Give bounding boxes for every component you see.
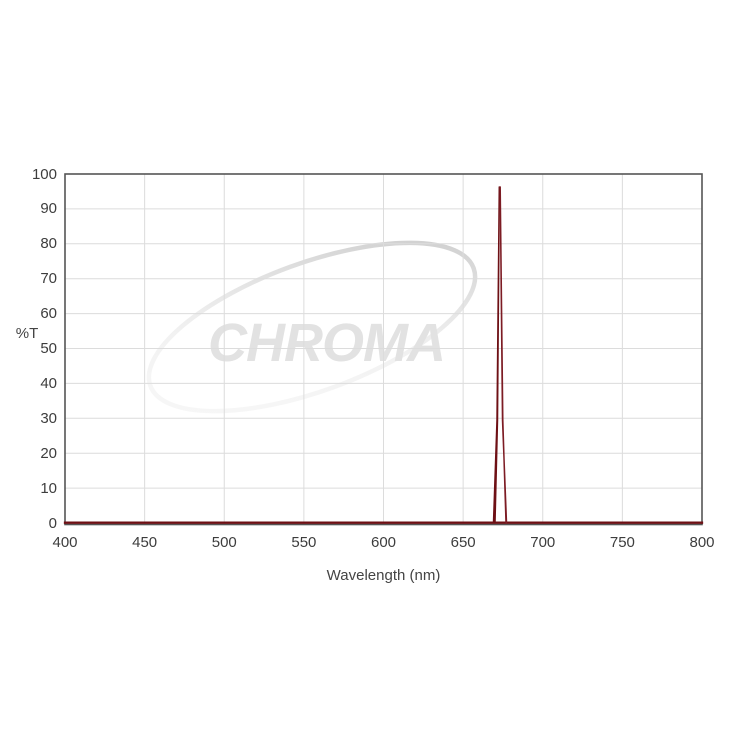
svg-text:10: 10 bbox=[40, 480, 57, 497]
svg-text:60: 60 bbox=[40, 305, 57, 322]
svg-text:30: 30 bbox=[40, 410, 57, 427]
svg-text:500: 500 bbox=[212, 534, 237, 551]
svg-text:90: 90 bbox=[40, 200, 57, 217]
svg-text:650: 650 bbox=[451, 534, 476, 551]
svg-text:80: 80 bbox=[40, 235, 57, 252]
svg-text:600: 600 bbox=[371, 534, 396, 551]
svg-text:40: 40 bbox=[40, 375, 57, 392]
svg-text:70: 70 bbox=[40, 270, 57, 287]
svg-text:400: 400 bbox=[52, 534, 77, 551]
svg-text:CHROMA: CHROMA bbox=[208, 313, 445, 373]
svg-text:750: 750 bbox=[610, 534, 635, 551]
svg-text:700: 700 bbox=[530, 534, 555, 551]
svg-text:100: 100 bbox=[32, 166, 57, 183]
svg-text:0: 0 bbox=[49, 515, 57, 532]
svg-text:50: 50 bbox=[40, 340, 57, 357]
svg-text:%T: %T bbox=[16, 325, 39, 342]
svg-text:550: 550 bbox=[291, 534, 316, 551]
svg-text:20: 20 bbox=[40, 445, 57, 462]
svg-text:800: 800 bbox=[689, 534, 714, 551]
svg-text:450: 450 bbox=[132, 534, 157, 551]
svg-text:Wavelength (nm): Wavelength (nm) bbox=[327, 567, 441, 584]
